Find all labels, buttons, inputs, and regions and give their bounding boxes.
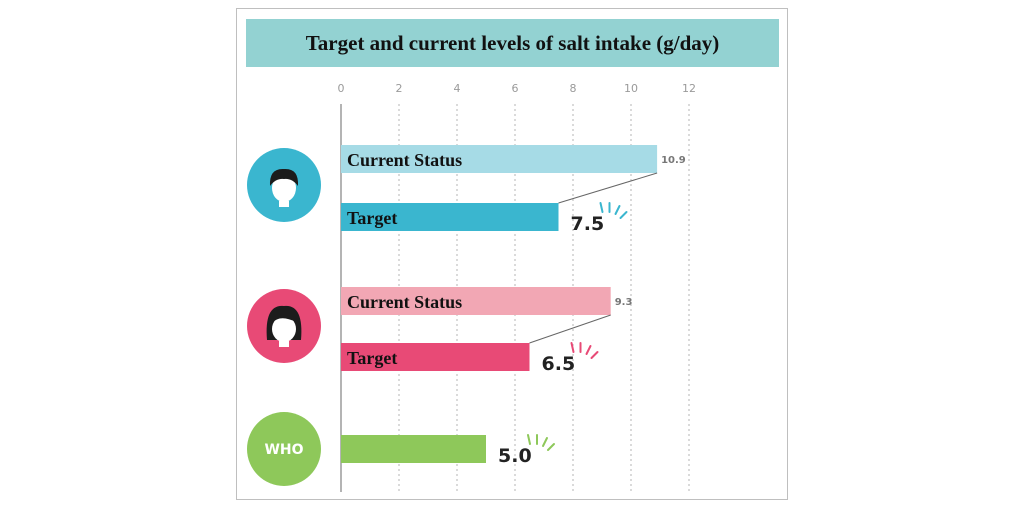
male-face-icon bbox=[247, 148, 321, 222]
accent-stroke bbox=[614, 205, 621, 215]
hair-shape bbox=[269, 168, 299, 186]
who-badge-label: WHO bbox=[264, 442, 303, 458]
bar-target bbox=[341, 435, 486, 463]
chart-frame bbox=[236, 8, 788, 500]
x-tick-label: 2 bbox=[396, 82, 403, 95]
x-tick-label: 12 bbox=[682, 82, 696, 95]
value-label: 6.5 bbox=[542, 353, 576, 375]
accent-stroke bbox=[590, 351, 599, 359]
x-tick-label: 10 bbox=[624, 82, 638, 95]
accent-stroke bbox=[619, 211, 628, 219]
who-badge: WHO bbox=[247, 412, 321, 486]
bar-label: Current Status bbox=[347, 292, 462, 312]
accent-stroke bbox=[570, 342, 575, 353]
chart-title: Target and current levels of salt intake… bbox=[246, 19, 779, 67]
accent-stroke bbox=[542, 437, 548, 447]
bangs-shape bbox=[272, 314, 296, 323]
bar-target bbox=[341, 203, 559, 231]
connector-line bbox=[558, 172, 658, 204]
face-shape bbox=[272, 316, 296, 342]
x-tick-label: 8 bbox=[570, 82, 577, 95]
value-label: 5.0 bbox=[498, 445, 532, 467]
x-tick-label: 4 bbox=[454, 82, 461, 95]
x-tick-label: 6 bbox=[512, 82, 519, 95]
bar-target bbox=[341, 343, 530, 371]
value-label: 9.3 bbox=[615, 297, 633, 308]
value-label: 10.9 bbox=[661, 155, 686, 166]
who-badge-circle bbox=[247, 412, 321, 486]
bar-current-status bbox=[341, 145, 658, 173]
accent-stroke bbox=[547, 443, 555, 451]
icon-layer: WHO bbox=[247, 148, 321, 486]
bar-current-status bbox=[341, 287, 611, 315]
accent-stroke bbox=[585, 345, 592, 355]
accent-stroke bbox=[599, 202, 604, 213]
accent-stroke bbox=[527, 434, 531, 445]
connector-line bbox=[529, 314, 611, 344]
bar-layer: Current Status 10.9 Target 7.5 Current Statu… bbox=[341, 145, 686, 467]
neck-shape bbox=[279, 201, 289, 207]
bar-label: Current Status bbox=[347, 150, 462, 170]
neck-shape bbox=[279, 341, 289, 347]
female-face-icon bbox=[247, 289, 321, 363]
x-tick-label: 0 bbox=[338, 82, 345, 95]
bar-label: Target bbox=[347, 348, 397, 368]
value-label: 7.5 bbox=[571, 213, 605, 235]
face-shape bbox=[272, 174, 296, 202]
bar-label: Target bbox=[347, 208, 397, 228]
